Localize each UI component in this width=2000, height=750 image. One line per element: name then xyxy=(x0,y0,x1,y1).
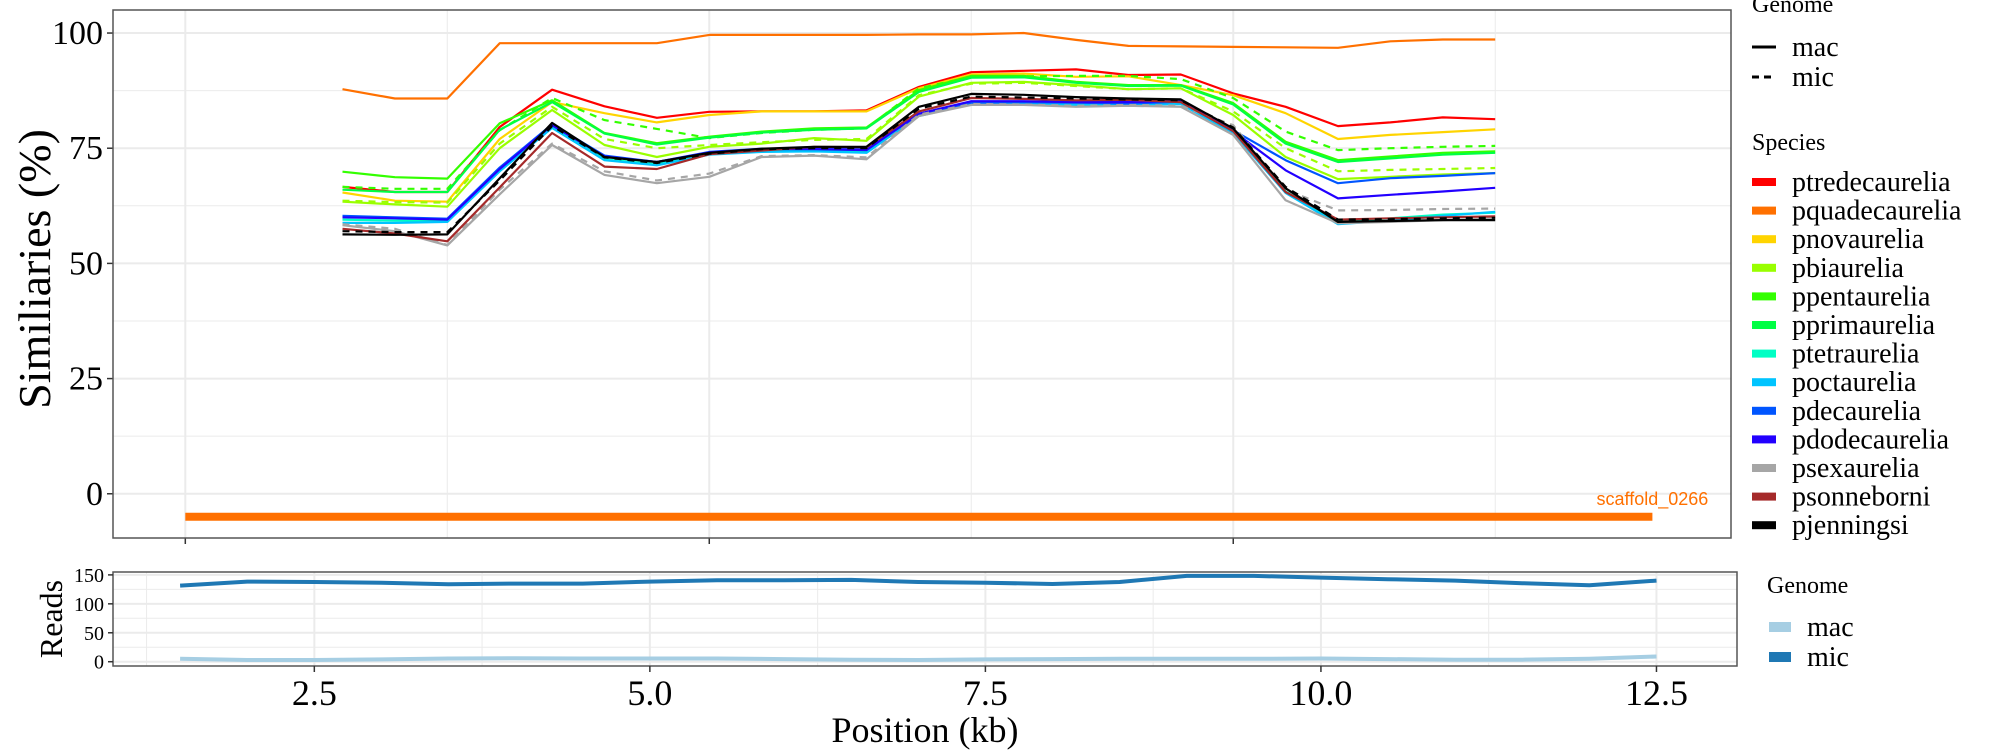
x-tick-label: 5.0 xyxy=(627,673,672,713)
legend-label-reads-mac: mac xyxy=(1807,612,1854,643)
x-tick-label: 2.5 xyxy=(292,673,337,713)
legend-label-pquadecaurelia: pquadecaurelia xyxy=(1792,196,1962,227)
legend-label-ptredecaurelia: ptredecaurelia xyxy=(1792,167,1951,198)
series-line-pprimaurelia-mac xyxy=(342,76,1496,194)
legend-key-psexaurelia xyxy=(1752,464,1776,472)
legend-label-pdecaurelia: pdecaurelia xyxy=(1792,396,1922,427)
reads-panel: 0 50 100 150 2.5 5.0 7.5 10.0 12.5 Position (kb) R… xyxy=(33,565,1738,750)
reads-line-mic xyxy=(179,573,1657,588)
y-tick-label: 100 xyxy=(74,594,104,616)
y-tick-label: 0 xyxy=(86,476,103,513)
legend-label-ppentaurelia: ppentaurelia xyxy=(1792,281,1931,312)
series-line-pjenningsi-mic xyxy=(342,95,1496,234)
reads-line-mac xyxy=(180,654,1657,662)
y-axis-title: Similiaries (%) xyxy=(9,129,60,409)
legend-title-reads-genome: Genome xyxy=(1767,573,1848,599)
legend-label-mac: mac xyxy=(1792,32,1839,63)
series-line-pnovaurelia-mac xyxy=(342,72,1496,203)
series-line-psexaurelia-mac xyxy=(342,103,1496,247)
legend-key-ppentaurelia xyxy=(1752,292,1776,301)
legend-key-pjenningsi xyxy=(1752,521,1776,530)
legend-key-reads-mac xyxy=(1769,622,1791,632)
legend-key-pprimaurelia xyxy=(1752,321,1776,329)
legend-label-pdodecaurelia: pdodecaurelia xyxy=(1792,424,1950,455)
y-axis-title: Reads xyxy=(33,580,69,658)
legend-label-psexaurelia: psexaurelia xyxy=(1792,453,1920,484)
legend-key-pquadecaurelia xyxy=(1752,206,1776,215)
legend-label-mic: mic xyxy=(1792,62,1834,93)
legend-key-pnovaurelia xyxy=(1752,235,1776,244)
x-tick-label: 7.5 xyxy=(963,673,1008,713)
legend-label-pprimaurelia: pprimaurelia xyxy=(1792,310,1936,341)
y-tick-label: 25 xyxy=(69,361,103,398)
y-tick-label: 50 xyxy=(84,623,104,645)
similarity-panel: 0 25 50 75 100 scaffold_0266 Similiaries (%) xyxy=(9,9,1732,544)
legend-label-reads-mic: mic xyxy=(1807,642,1849,673)
legend-label-psonneborni: psonneborni xyxy=(1792,482,1931,513)
series-line-ptredecaurelia-mac xyxy=(342,68,1496,194)
series-line-pbiaurelia-mac xyxy=(342,80,1496,208)
y-tick-label: 75 xyxy=(69,130,103,167)
legend-title-genome: Genome xyxy=(1752,0,1833,18)
series-line-pbiaurelia-mic xyxy=(342,81,1496,204)
legend-label-poctaurelia: poctaurelia xyxy=(1792,367,1917,398)
legend-label-pbiaurelia: pbiaurelia xyxy=(1792,253,1905,284)
panel-border xyxy=(112,9,1732,539)
panel-border xyxy=(112,571,1738,667)
legend-key-pdodecaurelia xyxy=(1752,435,1776,444)
y-tick-label: 100 xyxy=(52,15,103,52)
legend-key-pdecaurelia xyxy=(1752,406,1776,415)
series-line-ppentaurelia-mic xyxy=(342,74,1496,190)
legend-key-ptredecaurelia xyxy=(1752,178,1776,186)
legend-key-ptetraurelia xyxy=(1752,349,1776,358)
legend-title-species: Species xyxy=(1752,130,1825,156)
legend-key-reads-mic xyxy=(1769,652,1791,662)
legends: GenomemacmicSpeciesptredecaureliapquadec… xyxy=(1752,0,1962,673)
legend-key-pbiaurelia xyxy=(1752,263,1776,272)
y-tick-label: 50 xyxy=(69,245,103,282)
y-tick-label: 0 xyxy=(94,652,104,674)
series-line-psexaurelia-mic xyxy=(342,102,1496,247)
scaffold-label: scaffold_0266 xyxy=(1597,489,1709,510)
series-line-psonneborni-mac xyxy=(342,96,1496,243)
x-tick-label: 10.0 xyxy=(1289,673,1352,713)
y-tick-label: 150 xyxy=(74,565,104,587)
series-line-pquadecaurelia-mac xyxy=(342,31,1496,100)
legend-label-pnovaurelia: pnovaurelia xyxy=(1792,224,1925,255)
legend-label-ptetraurelia: ptetraurelia xyxy=(1792,339,1920,370)
x-tick-label: 12.5 xyxy=(1625,673,1688,713)
legend-key-poctaurelia xyxy=(1752,378,1776,387)
series-line-pjenningsi-mac xyxy=(342,92,1496,236)
legend-key-psonneborni xyxy=(1752,492,1776,501)
x-axis-title: Position (kb) xyxy=(831,710,1018,750)
legend-label-pjenningsi: pjenningsi xyxy=(1792,510,1909,541)
